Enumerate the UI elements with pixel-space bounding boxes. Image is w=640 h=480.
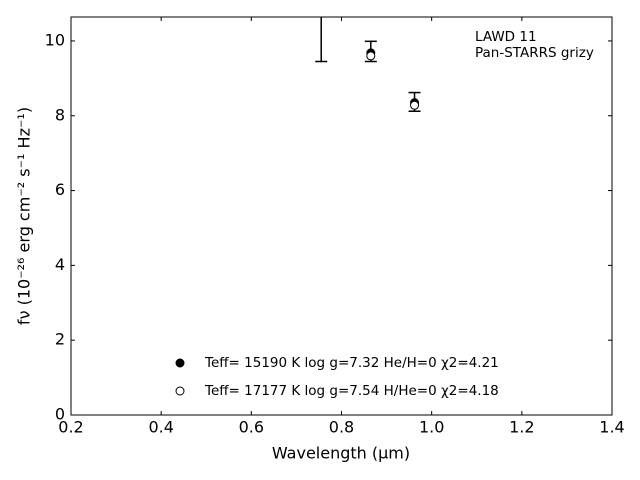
model-point xyxy=(317,0,325,4)
x-tick-label: 1.2 xyxy=(509,418,534,437)
x-tick-label: 0.6 xyxy=(239,418,264,437)
annotation: LAWD 11 xyxy=(475,29,537,45)
x-axis-label: Wavelength (μm) xyxy=(272,444,410,463)
x-tick-label: 0.4 xyxy=(148,418,173,437)
y-tick-label: 10 xyxy=(45,30,65,49)
model-point xyxy=(366,51,376,61)
y-axis-label: fν (10⁻²⁶ erg cm⁻² s⁻¹ Hz⁻¹) xyxy=(15,107,34,325)
y-tick-label: 0 xyxy=(55,405,65,424)
y-tick-label: 4 xyxy=(55,255,65,274)
x-tick-label: 1.0 xyxy=(419,418,444,437)
annotation: Pan-STARRS grizy xyxy=(475,45,594,61)
legend-marker xyxy=(175,358,185,368)
legend-label: Teff= 15190 K log g=7.32 He/H=0 χ2=4.21 xyxy=(204,355,499,371)
plot-area xyxy=(315,0,421,113)
y-tick-label: 8 xyxy=(55,105,65,124)
x-tick-label: 0.8 xyxy=(329,418,354,437)
error-bar xyxy=(315,17,328,63)
y-tick-label: 6 xyxy=(55,180,65,199)
x-tick-label: 0.2 xyxy=(58,418,83,437)
legend-label: Teff= 17177 K log g=7.54 H/He=0 χ2=4.18 xyxy=(204,383,499,399)
x-tick-label: 1.4 xyxy=(599,418,624,437)
model-point xyxy=(410,100,420,110)
y-tick-label: 2 xyxy=(55,330,65,349)
legend-marker xyxy=(175,386,185,396)
